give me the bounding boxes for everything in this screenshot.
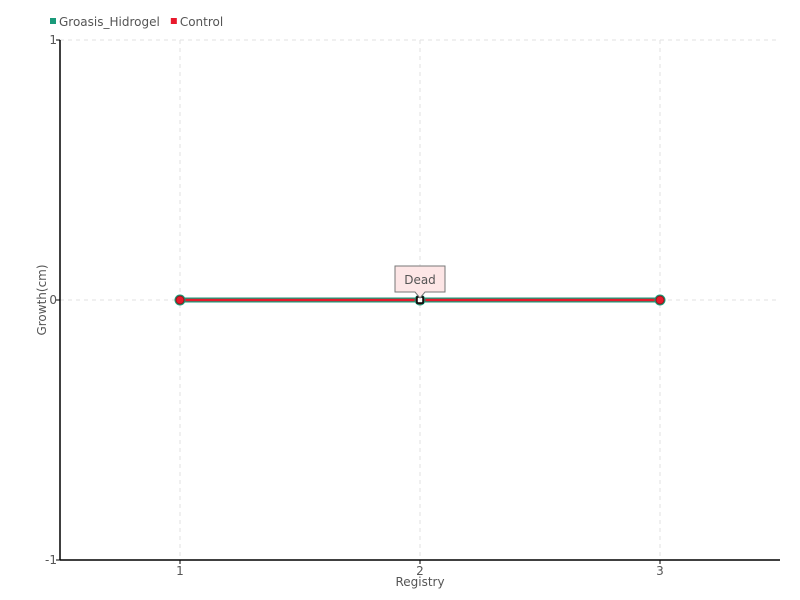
tooltip-box — [394, 265, 446, 299]
x-axis-label: Registry — [395, 575, 444, 589]
data-point — [655, 295, 665, 305]
legend-label: Groasis_Hidrogel — [59, 15, 160, 29]
y-tick-label: 0 — [49, 293, 57, 307]
x-tick-label: 3 — [656, 564, 664, 578]
y-axis-label: Growth(cm) — [35, 264, 49, 335]
x-tick-label: 2 — [416, 564, 424, 578]
y-tick-label: 1 — [49, 33, 57, 47]
legend-swatch — [170, 18, 177, 24]
y-tick-label: -1 — [45, 553, 57, 567]
legend-swatch — [50, 18, 56, 24]
data-point — [175, 295, 185, 305]
legend-label: Control — [180, 15, 223, 29]
x-tick-label: 1 — [176, 564, 184, 578]
tooltip-text: Dead — [404, 273, 436, 287]
